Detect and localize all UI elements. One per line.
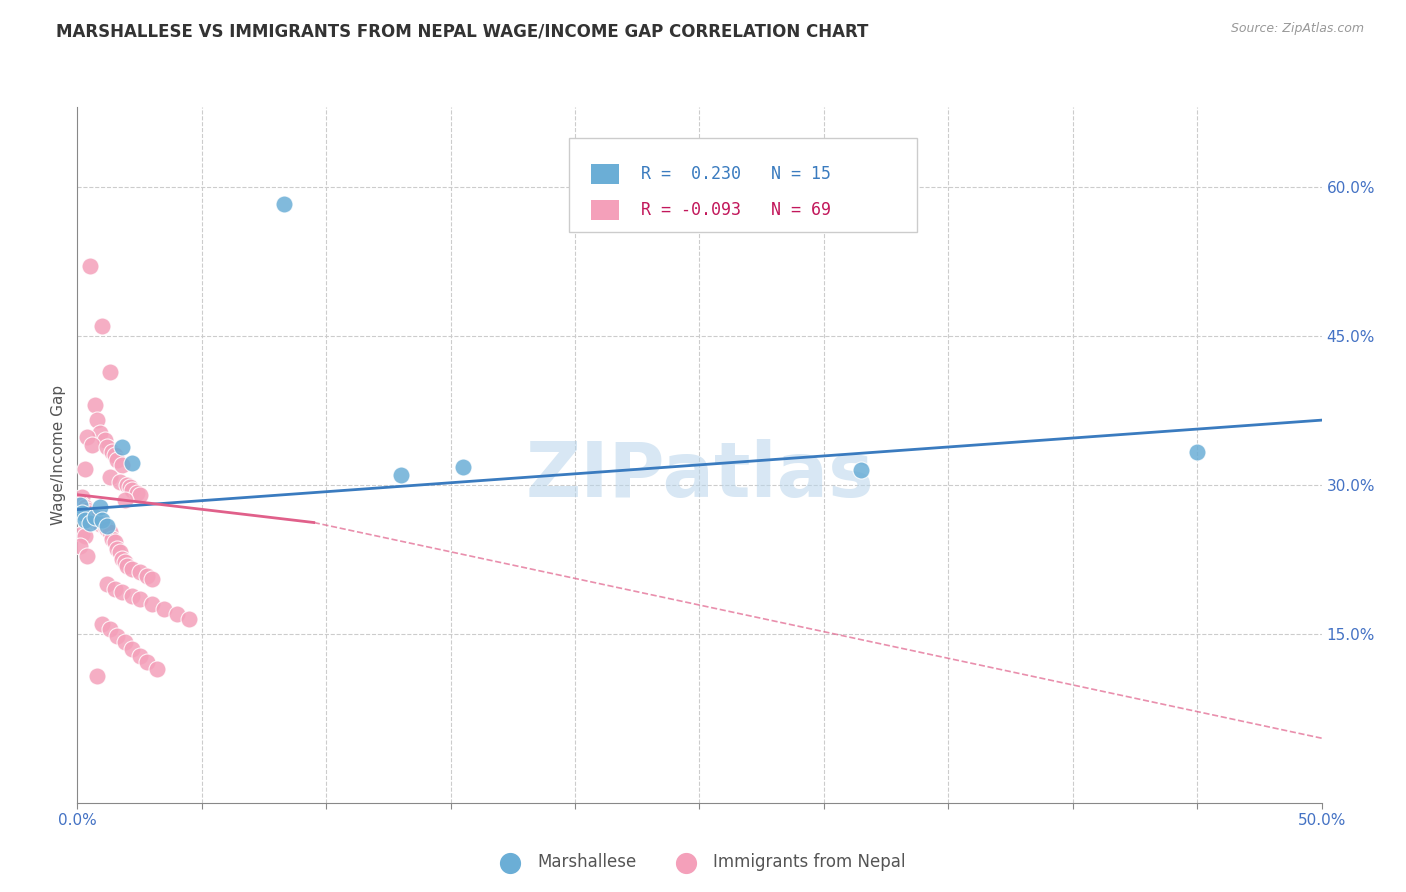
Point <box>83 398 105 412</box>
Point <box>121 483 143 497</box>
Point <box>136 655 159 669</box>
Point <box>72 527 94 541</box>
Point <box>128 488 150 502</box>
Point <box>72 490 94 504</box>
Point <box>76 502 98 516</box>
Point <box>114 634 136 648</box>
Point <box>96 519 118 533</box>
Point <box>121 589 143 603</box>
Point <box>851 463 873 477</box>
Point <box>73 462 96 476</box>
Point <box>111 440 134 454</box>
FancyBboxPatch shape <box>592 163 619 184</box>
Point <box>115 477 138 491</box>
Point <box>86 668 108 682</box>
Point <box>121 562 143 576</box>
Point <box>121 641 143 656</box>
Point <box>111 552 134 566</box>
Point <box>72 506 94 520</box>
Point <box>104 535 127 549</box>
Point <box>105 453 128 467</box>
Text: R =  0.230   N = 15: R = 0.230 N = 15 <box>641 165 831 183</box>
Point <box>83 508 105 522</box>
Text: MARSHALLESE VS IMMIGRANTS FROM NEPAL WAGE/INCOME GAP CORRELATION CHART: MARSHALLESE VS IMMIGRANTS FROM NEPAL WAG… <box>56 22 869 40</box>
Point <box>86 509 108 524</box>
Point <box>105 542 128 557</box>
Point <box>91 616 114 631</box>
Point <box>91 512 114 526</box>
Point <box>128 565 150 579</box>
Text: ZIPatlas: ZIPatlas <box>526 439 873 513</box>
Point <box>98 470 121 484</box>
Point <box>115 559 138 574</box>
Point <box>69 495 91 509</box>
Point <box>98 525 121 540</box>
Point <box>82 438 104 452</box>
Point <box>91 516 114 530</box>
Point <box>98 622 121 636</box>
Point <box>166 607 188 621</box>
Point <box>111 458 134 472</box>
Point <box>153 602 176 616</box>
Point <box>118 480 141 494</box>
Point <box>73 512 96 526</box>
Point <box>82 512 104 526</box>
Point <box>125 485 148 500</box>
Point <box>89 425 111 440</box>
Point <box>96 440 118 454</box>
Text: R = -0.093   N = 69: R = -0.093 N = 69 <box>641 201 831 219</box>
Point <box>98 366 121 380</box>
FancyBboxPatch shape <box>569 138 917 232</box>
Point <box>73 529 96 543</box>
Point <box>121 456 143 470</box>
Point <box>79 506 101 520</box>
Text: Source: ZipAtlas.com: Source: ZipAtlas.com <box>1230 22 1364 36</box>
Y-axis label: Wage/Income Gap: Wage/Income Gap <box>51 384 66 525</box>
Point <box>141 572 163 586</box>
Point <box>1187 445 1209 459</box>
Point <box>141 597 163 611</box>
Point <box>179 612 201 626</box>
Point <box>89 517 111 532</box>
Point <box>93 519 115 533</box>
Point <box>451 459 474 474</box>
Point <box>91 318 114 333</box>
Point <box>108 545 131 559</box>
Point <box>89 500 111 514</box>
Point <box>114 492 136 507</box>
Point <box>105 629 128 643</box>
Point <box>96 523 118 537</box>
Point <box>114 555 136 569</box>
Legend: Marshallese, Immigrants from Nepal: Marshallese, Immigrants from Nepal <box>486 847 912 878</box>
Point <box>79 259 101 273</box>
Point <box>128 592 150 607</box>
Point <box>108 475 131 489</box>
Point <box>101 533 124 547</box>
FancyBboxPatch shape <box>592 200 619 219</box>
Point <box>83 509 105 524</box>
Point <box>69 498 91 512</box>
Point <box>86 413 108 427</box>
Point <box>146 662 169 676</box>
Point <box>273 197 295 211</box>
Point <box>104 448 127 462</box>
Point <box>96 577 118 591</box>
Point <box>76 430 98 444</box>
Point <box>389 467 412 482</box>
Point <box>136 569 159 583</box>
Point <box>104 582 127 596</box>
Point <box>111 585 134 599</box>
Point <box>76 549 98 564</box>
Point <box>69 540 91 554</box>
Point <box>79 516 101 530</box>
Point <box>93 433 115 447</box>
Point <box>101 445 124 459</box>
Point <box>73 500 96 514</box>
Point <box>128 648 150 663</box>
